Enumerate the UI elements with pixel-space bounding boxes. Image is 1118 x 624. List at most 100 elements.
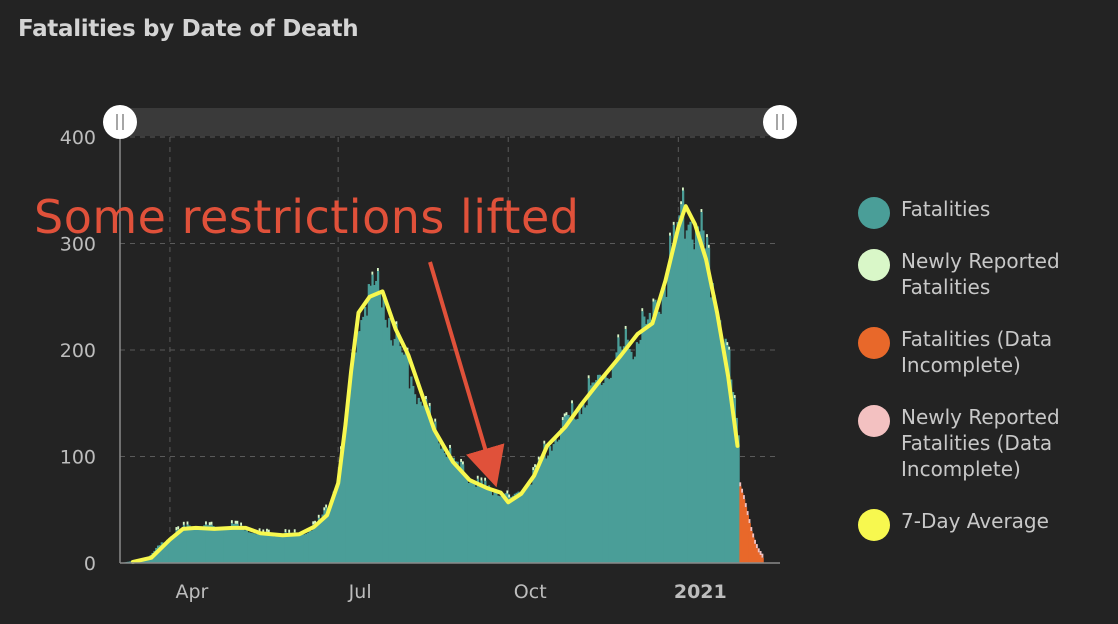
average-line-path xyxy=(130,204,740,564)
chart-title: Fatalities by Date of Death xyxy=(18,16,359,42)
fatalities-bar xyxy=(295,533,298,563)
legend-label: Newly Reported Fatalities xyxy=(901,249,1060,299)
fatalities-bar xyxy=(696,226,700,563)
fatalities-bar xyxy=(709,297,712,563)
fatalities-bar xyxy=(691,239,694,563)
fatalities-bar xyxy=(482,484,485,563)
fatalities-bar xyxy=(212,526,215,563)
fatalities-bar xyxy=(367,284,370,563)
fatalities-bar xyxy=(277,534,280,563)
fatalities-bar xyxy=(637,343,640,563)
fatalities-bar xyxy=(310,530,313,563)
fatalities-bar xyxy=(569,418,572,563)
fatalities-bar xyxy=(173,534,176,563)
legend-item-newly-reported-incomplete[interactable]: Newly Reported Fatalities (Data Incomple… xyxy=(858,404,1108,482)
fatalities-bar xyxy=(545,458,548,563)
newly-reported-bar xyxy=(680,201,683,205)
fatalities-bar xyxy=(539,458,542,563)
newly-reported-bar xyxy=(460,458,463,462)
fatalities-bar xyxy=(578,404,581,563)
fatalities-bar xyxy=(524,489,528,563)
annotation-text: Some restrictions lifted xyxy=(34,190,580,244)
fatalities-bar xyxy=(680,204,683,563)
legend-swatch xyxy=(858,197,890,229)
fatalities-bar xyxy=(561,420,565,563)
newly-reported-bar xyxy=(230,520,233,524)
newly-reported-bar xyxy=(428,402,431,406)
fatalities-bar xyxy=(225,528,228,563)
fatalities-bar xyxy=(299,535,302,563)
fatalities-bar xyxy=(349,377,352,563)
fatalities-bar xyxy=(547,455,550,563)
newly-reported-incomplete-bar xyxy=(744,503,747,508)
incomplete-bar xyxy=(744,507,748,563)
fatalities-bar xyxy=(380,307,383,563)
fatalities-bar xyxy=(249,532,252,563)
x-tick-label: 2021 xyxy=(674,581,727,603)
fatalities-bar xyxy=(419,401,422,563)
newly-reported-bar xyxy=(258,528,261,532)
newly-reported-bar xyxy=(543,440,546,444)
fatalities-bar xyxy=(487,485,491,563)
fatalities-bar xyxy=(628,349,631,563)
fatalities-bar xyxy=(221,528,224,563)
newly-reported-bar xyxy=(537,456,540,460)
range-slider[interactable] xyxy=(103,105,797,139)
fatalities-bar xyxy=(532,470,535,563)
legend-item-incomplete[interactable]: Fatalities (Data Incomplete) xyxy=(858,326,1108,378)
legend-swatch xyxy=(858,327,890,359)
fatalities-bar xyxy=(273,536,276,563)
fatalities-bar xyxy=(523,488,526,563)
newly-reported-bar xyxy=(532,467,535,471)
newly-reported-incomplete-bar xyxy=(739,482,742,487)
fatalities-bar xyxy=(243,530,247,563)
y-tick-label: 200 xyxy=(60,340,96,362)
fatalities-bar xyxy=(574,419,578,563)
fatalities-bar xyxy=(667,268,670,563)
fatalities-bar xyxy=(195,528,199,563)
fatalities-bar xyxy=(171,536,175,563)
fatalities-bar xyxy=(314,523,317,563)
fatalities-bar xyxy=(633,356,637,563)
legend-item-newly-reported[interactable]: Newly Reported Fatalities xyxy=(858,248,1108,300)
fatalities-bar xyxy=(495,490,498,563)
newly-reported-bar xyxy=(376,268,379,272)
newly-reported-bar xyxy=(682,187,684,191)
legend-item-fatalities[interactable]: Fatalities xyxy=(858,196,1108,229)
fatalities-bar xyxy=(291,532,295,563)
slider-track xyxy=(120,108,780,136)
fatalities-bar xyxy=(646,319,650,563)
incomplete-bar xyxy=(746,515,749,563)
fatalities-bar xyxy=(338,478,341,563)
fatalities-bar xyxy=(436,435,439,563)
fatalities-bar xyxy=(415,404,419,563)
fatalities-bar xyxy=(454,461,457,563)
fatalities-bar xyxy=(643,316,646,563)
newly-reported-bar xyxy=(534,464,536,468)
fatalities-bar xyxy=(694,230,698,564)
newly-reported-bar xyxy=(293,529,296,533)
fatalities-bar xyxy=(203,525,206,563)
newly-reported-bar xyxy=(312,521,315,525)
fatalities-bar xyxy=(491,495,494,563)
axes: 0 100 200 300 400 Apr Jul Oct 2021 xyxy=(60,127,780,603)
newly-reported-bar xyxy=(733,395,736,399)
fatalities-bar xyxy=(511,495,515,563)
fatalities-bar xyxy=(238,526,241,563)
fatalities-bar xyxy=(343,422,346,563)
fatalities-bar xyxy=(624,328,627,563)
fatalities-bar xyxy=(410,376,413,563)
newly-reported-bar xyxy=(186,521,189,525)
newly-reported-bar xyxy=(565,412,568,416)
fatalities-bar xyxy=(179,529,182,563)
fatalities-bar xyxy=(284,532,287,563)
fatalities-bar xyxy=(687,224,690,563)
fatalities-bar xyxy=(469,481,472,563)
fatalities-bar xyxy=(707,247,711,563)
newly-reported-incomplete-bar xyxy=(755,544,758,549)
fatalities-bar xyxy=(397,336,400,563)
fatalities-bar xyxy=(382,297,385,563)
incomplete-bar xyxy=(759,555,762,563)
fatalities-bar xyxy=(632,359,635,563)
legend-item-average[interactable]: 7-Day Average xyxy=(858,508,1108,541)
